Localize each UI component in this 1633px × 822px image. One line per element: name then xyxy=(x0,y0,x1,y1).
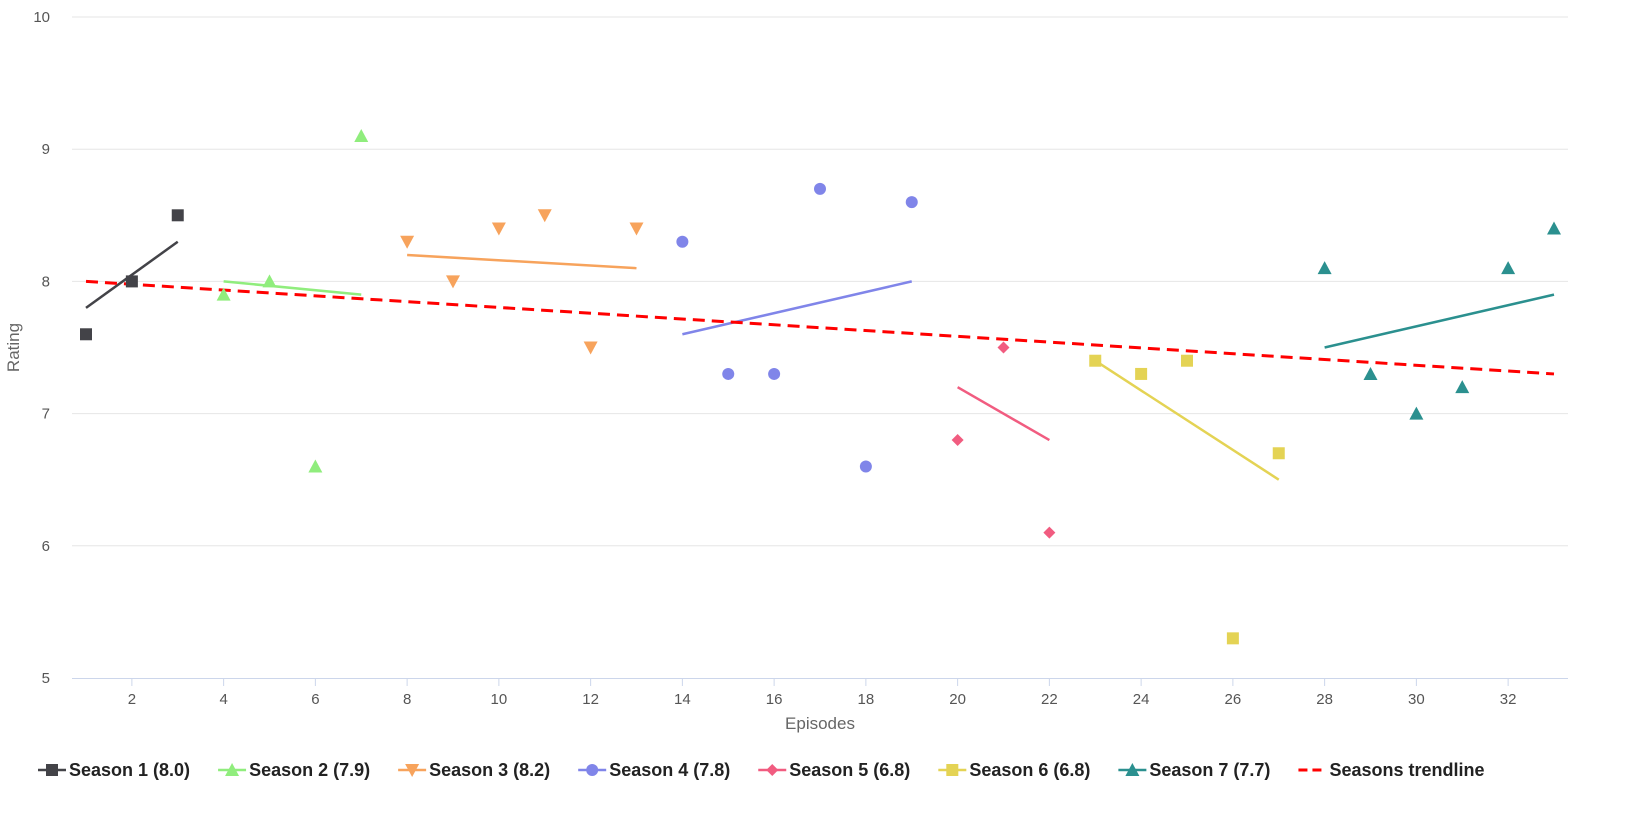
y-tick-labels: 5 6 7 8 9 10 xyxy=(33,9,50,687)
legend-symbol xyxy=(225,763,240,776)
legend-symbol xyxy=(766,764,779,776)
season-2-point xyxy=(354,128,369,142)
legend-item[interactable]: Seasons trendline xyxy=(1298,760,1485,780)
x-tick-label: 14 xyxy=(674,691,691,708)
x-tick-label: 20 xyxy=(949,691,966,708)
y-tick-label: 6 xyxy=(42,538,50,555)
season-trendlines xyxy=(85,240,1555,481)
y-tick-label: 10 xyxy=(33,9,50,26)
legend-item[interactable]: Season 7 (7.7) xyxy=(1118,760,1270,780)
x-tick-label: 32 xyxy=(1500,691,1517,708)
season-6-point xyxy=(1226,632,1239,645)
x-tick-label: 2 xyxy=(128,691,136,708)
season-7-point xyxy=(1547,221,1561,235)
season-5-trendline xyxy=(957,386,1050,442)
season-7-point xyxy=(1363,366,1378,380)
seasons-trendline xyxy=(85,279,1555,376)
legend-label: Season 4 (7.8) xyxy=(609,760,730,780)
season-3-point xyxy=(537,209,552,223)
legend-label: Seasons trendline xyxy=(1329,760,1484,780)
season-7-point xyxy=(1317,261,1332,275)
data-points xyxy=(80,128,1561,645)
x-tick-label: 28 xyxy=(1316,691,1333,708)
legend-item[interactable]: Season 3 (8.2) xyxy=(398,760,550,780)
x-tick-label: 16 xyxy=(766,691,783,708)
season-4-point xyxy=(722,367,735,380)
y-tick-label: 9 xyxy=(42,141,50,158)
season-3-point xyxy=(629,222,644,236)
legend: Season 1 (8.0) Season 2 (7.9) Season 3 (8.… xyxy=(38,760,1485,780)
overall-trendline xyxy=(85,279,1555,376)
season-7-point xyxy=(1455,380,1470,394)
x-tick-label: 26 xyxy=(1225,691,1242,708)
season-4-point xyxy=(768,367,781,380)
x-tick-label: 12 xyxy=(582,691,599,708)
y-tick-label: 7 xyxy=(42,406,50,423)
legend-item[interactable]: Season 4 (7.8) xyxy=(578,760,730,780)
season-1-point xyxy=(125,275,138,288)
legend-symbol xyxy=(46,764,58,776)
legend-item[interactable]: Season 2 (7.9) xyxy=(218,760,370,780)
season-6-point xyxy=(1089,354,1102,367)
legend-symbol xyxy=(405,764,420,777)
x-tick-label: 24 xyxy=(1133,691,1150,708)
x-tick-label: 30 xyxy=(1408,691,1425,708)
season-5-point xyxy=(1043,526,1056,539)
legend-label: Season 3 (8.2) xyxy=(429,760,550,780)
season-6-point xyxy=(1135,367,1148,380)
season-2-point xyxy=(216,287,231,301)
grid-lines xyxy=(72,16,1568,547)
season-2-trendline xyxy=(223,280,362,296)
season-3-point xyxy=(400,235,415,249)
season-2-point xyxy=(308,459,323,473)
y-tick-label: 5 xyxy=(42,670,50,687)
season-1-point xyxy=(80,328,92,341)
x-tick-label: 18 xyxy=(858,691,875,708)
season-4-trendline xyxy=(682,280,913,336)
season-1-trendline xyxy=(85,240,179,309)
legend-symbol xyxy=(946,764,959,776)
legend-label: Season 5 (6.8) xyxy=(789,760,910,780)
x-tick-label: 22 xyxy=(1041,691,1058,708)
season-5-point xyxy=(951,434,964,447)
season-1-point xyxy=(171,209,184,222)
legend-symbol xyxy=(1125,763,1140,776)
season-4-point xyxy=(859,460,872,473)
season-3-point xyxy=(491,222,506,236)
season-4-point xyxy=(676,235,689,248)
season-5-point xyxy=(997,341,1010,354)
legend-label: Season 6 (6.8) xyxy=(969,760,1090,780)
x-tick-label: 6 xyxy=(311,691,319,708)
season-7-point xyxy=(1501,261,1516,275)
y-tick-label: 8 xyxy=(42,273,50,290)
season-2-point xyxy=(262,274,277,288)
y-axis-title: Rating xyxy=(4,323,23,372)
x-tick-label: 8 xyxy=(403,691,411,708)
season-6-trendline xyxy=(1094,359,1280,481)
season-4-point xyxy=(905,196,918,209)
legend-label: Season 1 (8.0) xyxy=(69,760,190,780)
legend-label: Season 2 (7.9) xyxy=(249,760,370,780)
season-7-trendline xyxy=(1324,293,1555,349)
legend-item[interactable]: Season 1 (8.0) xyxy=(38,760,190,780)
x-tick-label: 10 xyxy=(491,691,508,708)
x-axis-title: Episodes xyxy=(785,714,855,733)
x-tick-label: 4 xyxy=(219,691,227,708)
season-3-trendline xyxy=(407,253,637,270)
legend-label: Season 7 (7.7) xyxy=(1149,760,1270,780)
legend-symbol xyxy=(586,764,599,776)
season-7-point xyxy=(1409,406,1424,420)
season-4-point xyxy=(814,182,826,195)
x-tick-labels: 2 4 6 8 10 12 14 16 18 20 22 24 26 28 30 32 xyxy=(128,678,1517,708)
season-6-point xyxy=(1272,447,1285,460)
legend-item[interactable]: Season 6 (6.8) xyxy=(938,760,1090,780)
season-3-point xyxy=(583,341,598,355)
season-6-point xyxy=(1181,354,1193,367)
legend-item[interactable]: Season 5 (6.8) xyxy=(758,760,910,780)
season-3-point xyxy=(446,275,460,289)
